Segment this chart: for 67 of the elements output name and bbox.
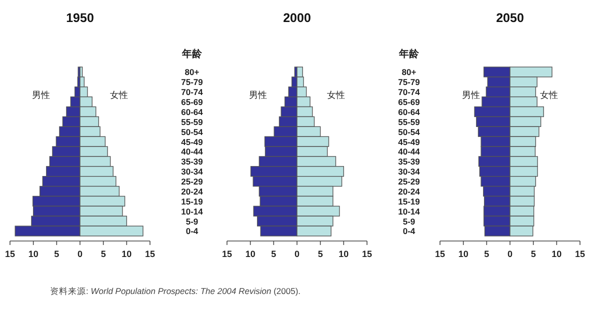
x-tick-label: 5 [100,249,106,259]
chart-title: 2050 [496,11,524,25]
x-tick-label: 5 [318,249,323,259]
y-tick-label: 15-19 [181,196,204,206]
x-tick-label: 15 [574,249,586,259]
x-tick-label: 10 [338,249,349,259]
chart-title: 2000 [283,11,311,25]
y-tick-label: 15-19 [398,196,420,206]
text: 资料来源: World Population Prospects: The 2004 Revision (2005). [50,286,301,296]
y-tick-label: 30-34 [181,166,204,177]
series-label: 男性 [248,90,267,100]
y-tick-label: 35-39 [181,156,204,167]
y-tick-label: 10-14 [398,206,420,216]
y-tick-label: 20-24 [398,186,420,196]
chart-title: 1950 [66,11,94,25]
series-label: 女性 [110,90,128,100]
x-tick-label: 0 [294,249,300,259]
y-tick-label: 45-49 [181,136,204,147]
y-tick-label: 65-69 [398,96,420,107]
y-tick-label: 5-9 [186,216,198,226]
y-tick-label: 80+ [402,67,416,78]
series-label: 女性 [327,90,346,100]
y-tick-label: 75-79 [398,77,420,88]
y-tick-label: 50-54 [398,126,420,137]
y-tick-label: 45-49 [398,136,420,147]
x-tick-label: 15 [362,249,372,259]
y-tick-label: 40-44 [181,146,204,157]
x-tick-label: 15 [144,249,156,259]
y-tick-label: 5-9 [402,216,416,226]
y-tick-label: 25-29 [398,176,420,187]
x-tick-label: 0 [77,249,83,259]
series-label: 女性 [540,90,558,100]
y-tick-label: 50-54 [181,126,204,137]
y-tick-label: 80+ [184,67,200,78]
y-tick-label: 0-4 [186,226,198,236]
series-label: 男性 [462,90,480,100]
y-tick-label: 70-74 [398,87,420,98]
x-tick-label: 10 [28,249,38,259]
y-tick-label: 35-39 [398,156,420,167]
x-tick-label: 5 [271,249,276,259]
series-label: 男性 [32,90,50,100]
y-tick-label: 40-44 [398,146,420,157]
y-tick-label: 60-64 [181,106,204,117]
x-tick-label: 15 [222,249,232,259]
y-tick-label: 65-69 [181,96,204,107]
x-tick-label: 5 [54,249,60,259]
x-tick-label: 15 [434,249,446,259]
y-tick-label: 60-64 [398,106,420,117]
x-tick-label: 5 [484,249,490,259]
x-tick-label: 10 [122,249,132,259]
y-tick-label: 20-24 [181,186,204,196]
x-tick-label: 0 [507,249,513,259]
x-tick-label: 10 [458,249,468,259]
x-tick-label: 15 [4,249,16,259]
y-tick-label: 70-74 [181,87,204,98]
y-tick-label: 55-59 [181,116,204,127]
y-axis-title: 年龄 [181,48,203,60]
y-tick-label: 55-59 [398,116,420,127]
x-tick-label: 10 [552,249,562,259]
x-tick-label: 10 [245,249,256,259]
x-tick-label: 5 [530,249,536,259]
y-tick-label: 75-79 [181,77,204,88]
y-tick-label: 10-14 [181,206,204,216]
y-axis-title: 年龄 [398,48,420,60]
y-tick-label: 25-29 [181,176,204,187]
y-tick-label: 0-4 [402,226,416,236]
y-tick-label: 30-34 [398,166,420,177]
